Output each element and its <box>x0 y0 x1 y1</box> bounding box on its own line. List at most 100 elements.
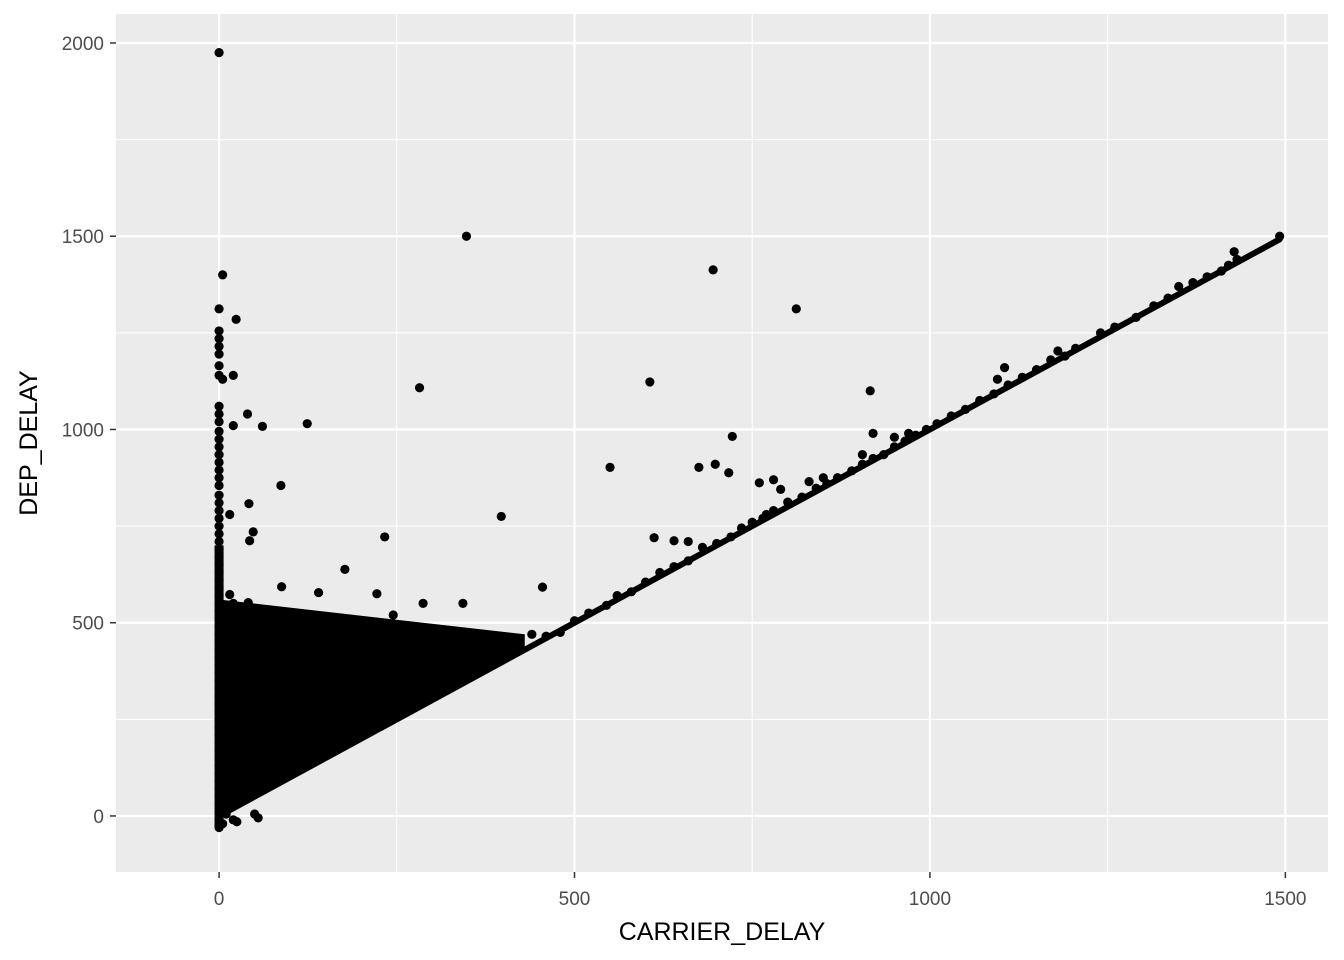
data-point <box>367 710 377 720</box>
data-point <box>232 732 242 742</box>
data-point <box>214 707 224 717</box>
data-point <box>244 499 254 509</box>
data-point <box>1188 278 1198 288</box>
data-point <box>242 712 253 723</box>
data-point <box>274 722 285 732</box>
data-point <box>975 395 985 406</box>
data-point <box>710 459 720 469</box>
data-point <box>461 231 472 241</box>
data-point <box>768 475 779 485</box>
data-point <box>214 792 224 802</box>
data-point <box>239 794 249 804</box>
data-point <box>527 629 537 639</box>
major-gridlines <box>116 14 1328 872</box>
data-point <box>584 608 594 618</box>
data-point <box>338 723 349 733</box>
data-point <box>214 807 224 817</box>
data-point <box>257 421 268 431</box>
data-point <box>640 577 651 587</box>
data-point <box>235 618 245 628</box>
data-point <box>992 374 1003 384</box>
data-point <box>694 462 704 472</box>
data-point <box>601 600 612 610</box>
x-axis-ticks: 0 500 1000 1500 <box>214 872 1306 910</box>
data-point <box>214 480 224 491</box>
data-point <box>271 656 281 666</box>
data-point <box>228 749 238 759</box>
data-point <box>879 449 889 460</box>
data-point <box>214 606 224 616</box>
data-point <box>214 737 224 748</box>
data-point <box>804 477 814 487</box>
data-point <box>299 710 309 721</box>
data-point <box>242 658 253 668</box>
data-point <box>248 527 258 537</box>
data-point <box>1229 247 1239 257</box>
data-point <box>214 341 224 351</box>
data-point <box>414 383 425 393</box>
data-point <box>214 513 224 523</box>
data-point <box>726 532 736 542</box>
data-point <box>1060 351 1070 361</box>
data-point <box>285 757 295 767</box>
data-point <box>783 497 793 507</box>
data-point <box>285 667 295 677</box>
data-point <box>712 538 722 549</box>
data-point <box>228 370 238 380</box>
data-point <box>857 459 867 469</box>
data-point <box>214 776 224 786</box>
data-point <box>253 813 263 823</box>
data-point <box>214 699 224 709</box>
y-tick-label: 2000 <box>62 34 104 55</box>
data-point <box>214 48 224 58</box>
data-point <box>911 430 921 440</box>
data-point <box>214 490 224 500</box>
data-point <box>228 598 238 608</box>
data-point <box>218 270 228 280</box>
data-point <box>228 672 238 682</box>
data-point <box>776 484 786 494</box>
data-point <box>214 575 224 585</box>
data-point <box>214 567 224 578</box>
data-point <box>228 703 238 713</box>
data-point <box>228 629 238 639</box>
data-point <box>427 676 437 686</box>
data-point <box>214 621 224 632</box>
data-point <box>214 668 224 678</box>
data-point <box>541 631 551 641</box>
data-point <box>292 679 302 690</box>
data-point <box>246 779 256 789</box>
data-point <box>214 401 224 411</box>
data-point <box>253 685 263 695</box>
data-point <box>235 757 245 767</box>
data-point <box>669 536 679 546</box>
data-point <box>498 645 509 655</box>
data-point <box>1017 372 1027 382</box>
data-point <box>282 703 292 713</box>
data-point <box>513 639 523 649</box>
data-point <box>1053 346 1063 356</box>
data-point <box>727 431 737 442</box>
data-point <box>245 536 255 546</box>
data-point <box>811 483 821 493</box>
data-point <box>569 616 580 626</box>
data-point <box>388 625 398 636</box>
data-point <box>388 610 398 620</box>
data-point <box>1046 355 1056 365</box>
data-point <box>356 662 366 672</box>
data-point <box>225 589 235 600</box>
data-point <box>989 389 999 399</box>
data-point <box>683 536 693 547</box>
data-point <box>225 726 235 736</box>
data-point <box>232 645 242 655</box>
data-point <box>214 361 224 371</box>
data-point <box>225 509 235 520</box>
data-point <box>330 620 340 630</box>
data-point <box>381 695 391 705</box>
x-tick-label: 0 <box>214 889 225 910</box>
data-point <box>242 409 253 419</box>
data-point <box>921 424 931 435</box>
data-point <box>299 662 309 672</box>
data-point <box>214 457 224 467</box>
